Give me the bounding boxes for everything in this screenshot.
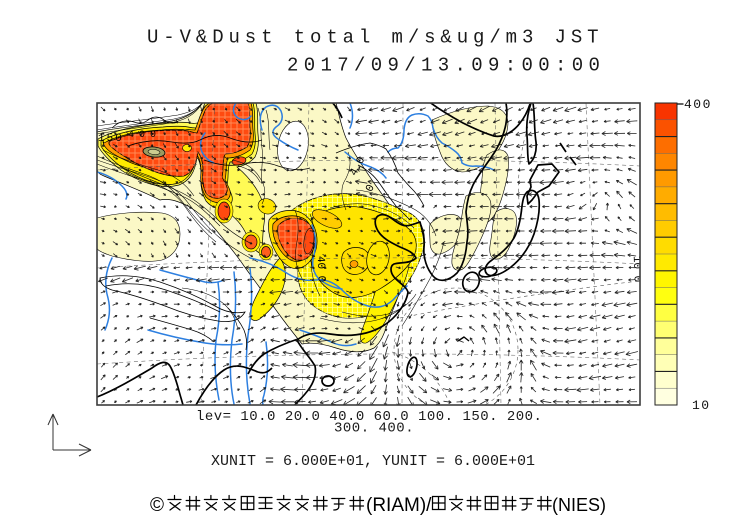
svg-text:lev= 10.0 20.0 40.0 60.0 100.: lev= 10.0 20.0 40.0 60.0 100. 150. 200. [196, 409, 542, 425]
svg-text:10: 10 [692, 398, 711, 413]
svg-text:150: 150 [98, 133, 124, 145]
svg-text:©: © [150, 495, 164, 516]
svg-text:2017/09/13.09:00:00: 2017/09/13.09:00:00 [287, 55, 605, 77]
svg-text:400: 400 [684, 97, 712, 112]
svg-text:0: 0 [364, 183, 378, 194]
svg-text:(NIES): (NIES) [552, 495, 606, 515]
svg-text:40 0: 40 0 [314, 256, 327, 283]
svg-text:(RIAM)/: (RIAM)/ [366, 495, 432, 516]
svg-text:U-V&Dust total m/s&ug/m3 JST: U-V&Dust total m/s&ug/m3 JST [147, 27, 603, 49]
svg-text:300. 400.: 300. 400. [334, 421, 414, 437]
svg-text:XUNIT = 6.000E+01, YUNIT = 6.0: XUNIT = 6.000E+01, YUNIT = 6.000E+01 [211, 453, 535, 470]
svg-text:400: 400 [128, 130, 161, 141]
svg-text:10 0: 10 0 [630, 256, 643, 283]
